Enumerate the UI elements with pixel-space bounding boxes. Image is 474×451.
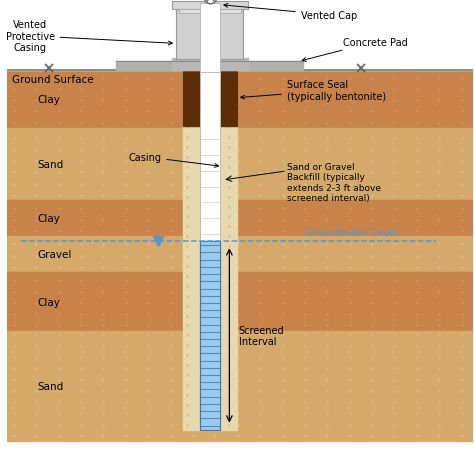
- Bar: [200, 4, 220, 73]
- Text: Screened
Interval: Screened Interval: [239, 325, 284, 346]
- Text: Ground Surface: Ground Surface: [11, 75, 93, 85]
- Bar: [172, 59, 248, 70]
- Text: Sand or Gravel
Backfill (typically
extends 2-3 ft above
screened interval): Sand or Gravel Backfill (typically exten…: [287, 162, 381, 202]
- Text: Locking Mechanism: Locking Mechanism: [0, 450, 1, 451]
- Text: Groundwater Level: Groundwater Level: [305, 228, 398, 238]
- Bar: [172, 2, 248, 9]
- Text: Surface Seal
(typically bentonite): Surface Seal (typically bentonite): [241, 80, 386, 101]
- Bar: [200, 241, 220, 430]
- Text: Vented
Protective
Casing: Vented Protective Casing: [6, 20, 173, 53]
- Bar: [7, 201, 474, 237]
- Text: Concrete Pad: Concrete Pad: [302, 38, 408, 62]
- Bar: [7, 129, 474, 201]
- Bar: [179, 9, 241, 14]
- Text: Casing: Casing: [128, 152, 219, 168]
- Bar: [183, 70, 237, 430]
- Bar: [176, 9, 243, 60]
- Bar: [7, 237, 474, 273]
- Bar: [183, 70, 237, 127]
- Bar: [7, 70, 474, 129]
- Text: Clay: Clay: [37, 214, 60, 224]
- Text: Clay: Clay: [37, 297, 60, 307]
- Bar: [7, 1, 474, 70]
- Text: Sand: Sand: [37, 160, 64, 170]
- Text: Sand: Sand: [37, 381, 64, 391]
- Text: Clay: Clay: [37, 95, 60, 105]
- Bar: [7, 273, 474, 331]
- Text: Gravel: Gravel: [37, 250, 72, 260]
- Bar: [117, 62, 303, 70]
- Bar: [200, 70, 220, 241]
- Text: Vented Cap: Vented Cap: [224, 5, 357, 21]
- Bar: [200, 241, 220, 430]
- Bar: [7, 331, 474, 442]
